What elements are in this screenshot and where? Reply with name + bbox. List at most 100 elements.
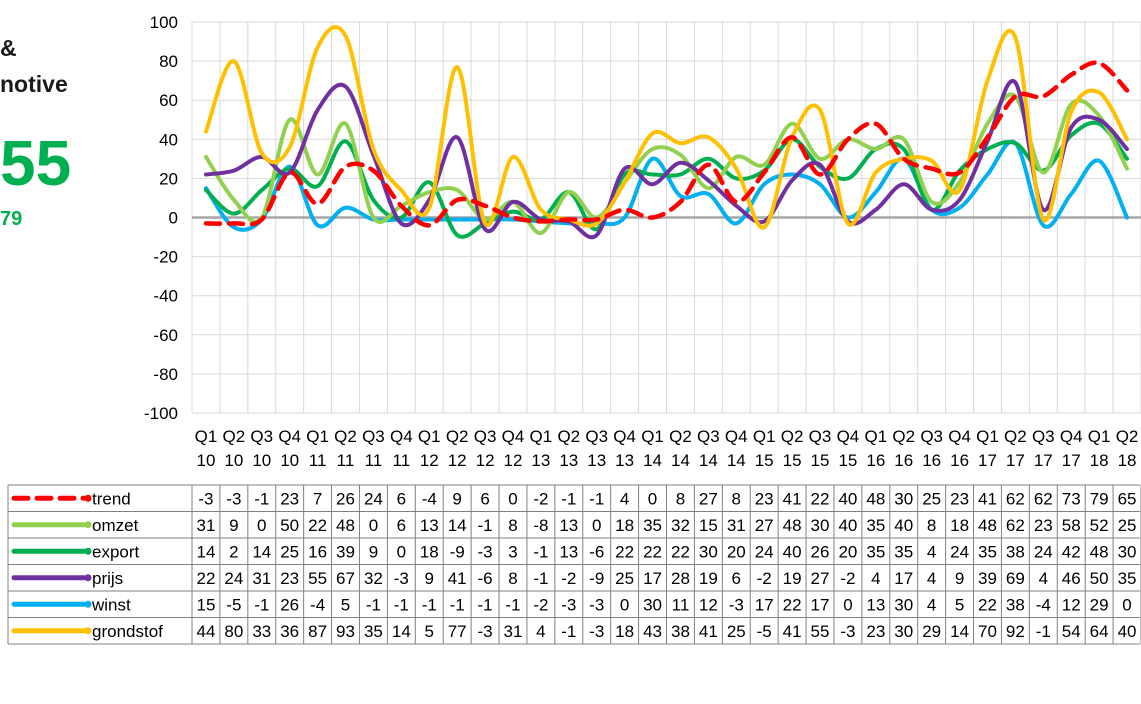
x-tick-year: 10	[196, 451, 215, 470]
table-cell-trend: 27	[699, 489, 718, 508]
x-tick-year: 17	[1034, 451, 1053, 470]
table-cell-grondstof: 77	[448, 622, 467, 641]
table-cell-grondstof: -3	[478, 622, 493, 641]
legend-label-winst: winst	[91, 595, 131, 614]
x-tick-quarter: Q3	[920, 427, 943, 446]
table-cell-omzet: 27	[755, 516, 774, 535]
table-cell-omzet: 58	[1062, 516, 1081, 535]
table-cell-prijs: 27	[811, 569, 830, 588]
table-cell-export: -9	[450, 542, 465, 561]
table-cell-winst: 17	[755, 595, 774, 614]
x-tick-year: 13	[559, 451, 578, 470]
x-tick-quarter: Q4	[278, 427, 301, 446]
legend-marker-omzet	[84, 521, 92, 529]
table-cell-grondstof: -1	[561, 622, 576, 641]
table-cell-grondstof: -3	[840, 622, 855, 641]
table-cell-prijs: 4	[927, 569, 936, 588]
table-cell-grondstof: 54	[1062, 622, 1081, 641]
table-cell-omzet: 62	[1006, 516, 1025, 535]
table-cell-omzet: 15	[699, 516, 718, 535]
table-cell-export: 35	[894, 542, 913, 561]
y-tick-label: 40	[159, 130, 178, 149]
table-cell-export: -1	[533, 542, 548, 561]
table-cell-winst: 5	[341, 595, 350, 614]
table-cell-prijs: 55	[308, 569, 327, 588]
table-cell-winst: 26	[280, 595, 299, 614]
x-tick-year: 15	[811, 451, 830, 470]
table-cell-export: 22	[643, 542, 662, 561]
x-tick-year: 14	[727, 451, 746, 470]
series-line-trend	[203, 60, 1130, 228]
table-cell-omzet: 0	[369, 516, 378, 535]
x-tick-year: 18	[1118, 451, 1137, 470]
table-cell-winst: -1	[254, 595, 269, 614]
table-cell-omzet: 23	[1034, 516, 1053, 535]
table-cell-grondstof: 38	[671, 622, 690, 641]
table-cell-prijs: -2	[561, 569, 576, 588]
table-cell-omzet: 40	[838, 516, 857, 535]
table-cell-winst: 30	[894, 595, 913, 614]
x-tick-quarter: Q3	[1032, 427, 1055, 446]
x-tick-year: 14	[643, 451, 662, 470]
table-cell-trend: 7	[313, 489, 322, 508]
x-tick-quarter: Q4	[1060, 427, 1083, 446]
table-cell-export: 24	[950, 542, 969, 561]
table-cell-winst: 0	[843, 595, 852, 614]
legend-marker-trend	[84, 494, 92, 502]
table-cell-export: 22	[615, 542, 634, 561]
x-tick-quarter: Q1	[641, 427, 664, 446]
table-cell-winst: -1	[422, 595, 437, 614]
table-cell-omzet: 18	[950, 516, 969, 535]
table-cell-prijs: 9	[955, 569, 964, 588]
table-cell-trend: 48	[866, 489, 885, 508]
legend-label-omzet: omzet	[92, 516, 139, 535]
table-cell-prijs: 4	[1039, 569, 1048, 588]
x-tick-quarter: Q3	[809, 427, 832, 446]
legend-marker-export	[84, 547, 92, 555]
table-cell-export: 22	[671, 542, 690, 561]
legend-marker-prijs	[84, 574, 92, 582]
x-tick-quarter: Q1	[864, 427, 887, 446]
table-cell-export: -3	[478, 542, 493, 561]
table-cell-trend: 23	[280, 489, 299, 508]
x-tick-year: 15	[755, 451, 774, 470]
table-cell-prijs: -9	[589, 569, 604, 588]
table-cell-export: 30	[699, 542, 718, 561]
table-cell-omzet: 25	[1118, 516, 1137, 535]
table-cell-winst: 29	[1090, 595, 1109, 614]
table-cell-prijs: -6	[478, 569, 493, 588]
x-tick-quarter: Q2	[557, 427, 580, 446]
table-cell-omzet: 30	[811, 516, 830, 535]
table-cell-trend: 30	[894, 489, 913, 508]
table-cell-winst: -2	[533, 595, 548, 614]
table-cell-omzet: 32	[671, 516, 690, 535]
table-cell-omzet: 31	[196, 516, 215, 535]
table-cell-export: 24	[1034, 542, 1053, 561]
table-cell-grondstof: -5	[757, 622, 772, 641]
table-cell-trend: -2	[533, 489, 548, 508]
table-cell-export: 0	[397, 542, 406, 561]
table-cell-grondstof: 14	[392, 622, 411, 641]
table-cell-winst: -3	[561, 595, 576, 614]
table-cell-winst: 11	[672, 595, 690, 614]
table-cell-omzet: -1	[478, 516, 493, 535]
table-cell-prijs: -2	[840, 569, 855, 588]
table-cell-grondstof: 64	[1090, 622, 1109, 641]
table-cell-grondstof: 29	[922, 622, 941, 641]
x-tick-year: 16	[950, 451, 969, 470]
table-cell-omzet: 13	[420, 516, 439, 535]
table-cell-grondstof: 93	[336, 622, 355, 641]
table-cell-winst: 22	[783, 595, 802, 614]
table-cell-export: 3	[508, 542, 517, 561]
table-cell-winst: 12	[1062, 595, 1081, 614]
x-tick-year: 14	[671, 451, 690, 470]
x-tick-year: 11	[365, 451, 383, 470]
y-tick-label: -100	[144, 404, 178, 423]
y-tick-label: 0	[169, 209, 178, 228]
table-cell-grondstof: 41	[783, 622, 802, 641]
table-cell-trend: -1	[254, 489, 269, 508]
table-cell-omzet: 48	[783, 516, 802, 535]
table-cell-export: 39	[336, 542, 355, 561]
x-tick-year: 17	[978, 451, 997, 470]
